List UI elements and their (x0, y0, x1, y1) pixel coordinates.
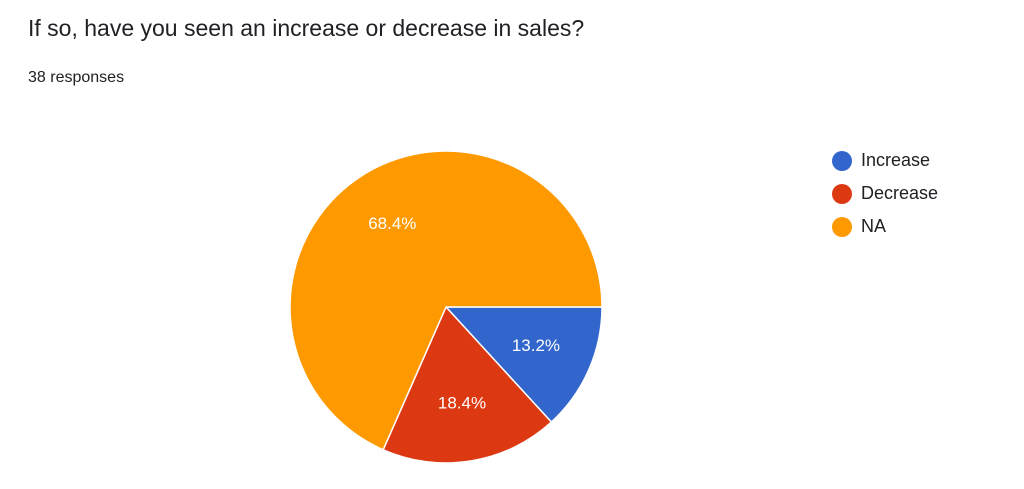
legend-swatch (832, 184, 852, 204)
slice-label: 13.2% (512, 336, 560, 355)
pie-slice (289, 150, 603, 451)
pie-slice (382, 305, 553, 464)
legend-swatch (832, 151, 852, 171)
legend-label: Increase (861, 150, 930, 170)
pie-slice (444, 306, 603, 424)
slice-label: 68.4% (368, 214, 416, 233)
response-count: 38 responses (28, 69, 124, 86)
chart-title: If so, have you seen an increase or decr… (28, 15, 584, 41)
legend-label: NA (861, 216, 886, 236)
slice-label: 18.4% (438, 393, 486, 412)
legend-label: Decrease (861, 183, 938, 203)
legend-swatch (832, 217, 852, 237)
